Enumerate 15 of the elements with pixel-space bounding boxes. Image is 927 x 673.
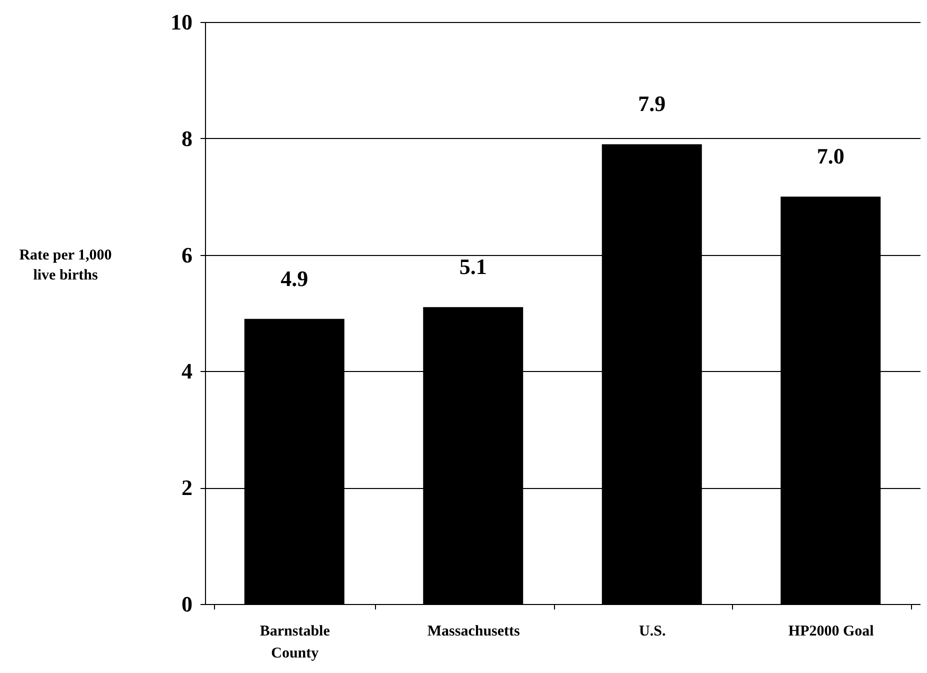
data-label: 5.1 [459, 254, 487, 280]
y-tick-label: 4 [182, 358, 192, 384]
y-axis-title: Rate per 1,000 live births [19, 248, 112, 284]
y-tick-label: 10 [170, 10, 192, 34]
data-label: 4.9 [280, 266, 308, 291]
y-tick-label: 6 [182, 242, 192, 268]
x-tick-label: Barnstable County [260, 624, 330, 662]
x-tick-label: Massachusetts [427, 624, 520, 640]
y-tick-label: 2 [182, 475, 192, 500]
x-tick-label: U.S. [639, 624, 666, 640]
x-tick-label: HP2000 Goal [788, 624, 874, 640]
data-label: 7.0 [816, 144, 844, 169]
y-tick-label: 8 [182, 126, 192, 151]
y-tick-label: 0 [182, 592, 192, 616]
data-label: 7.9 [638, 91, 666, 116]
